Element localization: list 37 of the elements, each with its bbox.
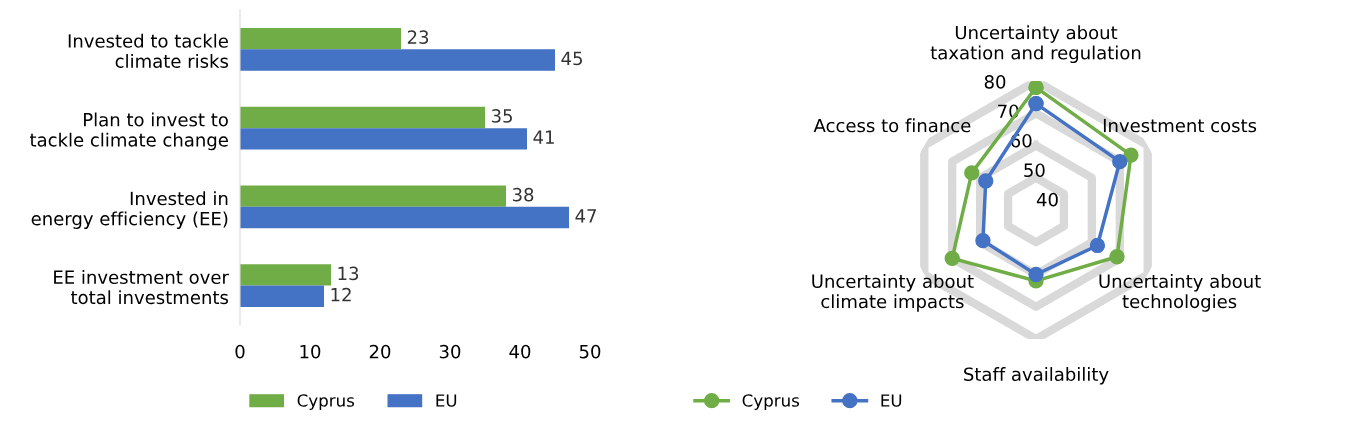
bar bbox=[240, 285, 324, 307]
bar bbox=[240, 264, 331, 286]
data-label: 35 bbox=[491, 109, 512, 123]
x-tick-label: 10 bbox=[300, 344, 321, 359]
spoke-label: Investment costs bbox=[1103, 118, 1257, 133]
data-label: 12 bbox=[331, 287, 351, 302]
legend-label: EU bbox=[881, 394, 902, 407]
legend-label: Cyprus bbox=[297, 394, 355, 410]
x-tick-label: 50 bbox=[579, 344, 601, 359]
x-tick-label: 30 bbox=[439, 344, 461, 359]
data-label: 41 bbox=[533, 130, 554, 144]
bar bbox=[240, 106, 485, 129]
spoke-label: Staff availability bbox=[964, 367, 1109, 385]
y-tick-label: EE investment over total investments bbox=[54, 270, 229, 305]
x-tick-label: 20 bbox=[369, 344, 391, 359]
legend-label: EU bbox=[436, 394, 457, 407]
bar bbox=[240, 185, 506, 207]
y-tick-label: Invested in energy efficiency (EE) bbox=[31, 191, 228, 229]
data-label: 13 bbox=[338, 266, 359, 281]
bar bbox=[240, 206, 569, 229]
x-tick-label: 40 bbox=[509, 344, 531, 359]
data-label: 47 bbox=[575, 209, 596, 223]
legend-label: Cyprus bbox=[742, 394, 800, 410]
y-tick-label: Plan to invest to tackle climate change bbox=[30, 112, 228, 151]
y-tick-label: 80 bbox=[984, 75, 1006, 89]
y-tick-label: Invested to tackle climate risks bbox=[68, 33, 229, 68]
bar bbox=[240, 128, 527, 150]
spoke-label: Uncertainty about technologies bbox=[1099, 274, 1261, 312]
x-tick-label: 0 bbox=[235, 344, 245, 359]
spoke-label: Uncertainty about climate impacts bbox=[812, 274, 974, 312]
spoke-label: Access to finance bbox=[813, 118, 971, 133]
spoke-label: Uncertainty about taxation and regulation bbox=[930, 25, 1141, 64]
data-label: 38 bbox=[512, 187, 534, 202]
data-label: 45 bbox=[561, 51, 582, 66]
bar bbox=[240, 28, 401, 50]
data-label: 23 bbox=[407, 30, 429, 44]
bar bbox=[240, 49, 555, 71]
